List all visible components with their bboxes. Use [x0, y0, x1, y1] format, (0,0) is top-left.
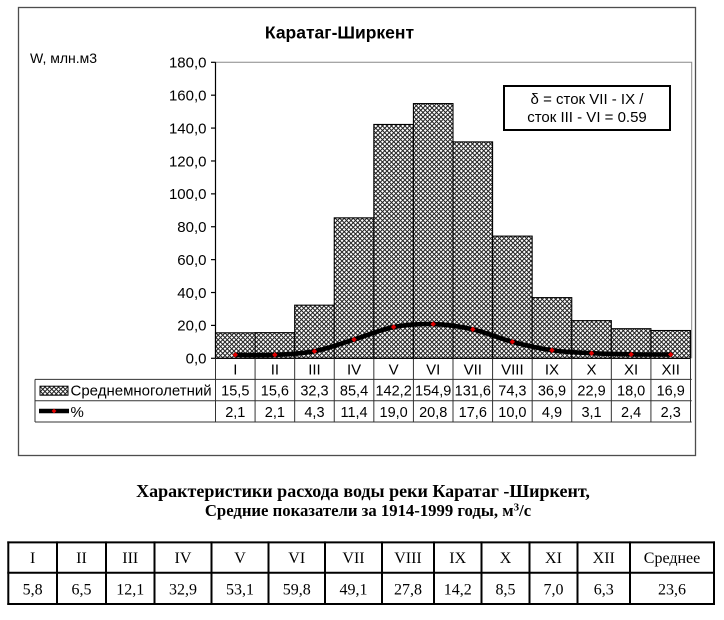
svg-text:V: V — [234, 550, 246, 567]
svg-text:I: I — [233, 361, 237, 378]
svg-text:X: X — [500, 550, 512, 567]
svg-text:7,0: 7,0 — [544, 582, 564, 599]
svg-text:IV: IV — [175, 550, 192, 567]
svg-text:100,0: 100,0 — [169, 186, 207, 203]
svg-text:IX: IX — [449, 550, 466, 567]
svg-text:I: I — [30, 550, 35, 567]
svg-text:IV: IV — [347, 361, 361, 378]
svg-text:18,0: 18,0 — [617, 384, 645, 400]
svg-text:32,9: 32,9 — [169, 582, 197, 599]
svg-text:74,3: 74,3 — [498, 384, 526, 400]
svg-text:40,0: 40,0 — [177, 285, 206, 302]
svg-text:53,1: 53,1 — [226, 582, 254, 599]
svg-text:131,6: 131,6 — [455, 384, 491, 400]
svg-text:VII: VII — [464, 361, 482, 378]
svg-text:X: X — [587, 361, 597, 378]
svg-text:180,0: 180,0 — [169, 55, 207, 72]
svg-text:III: III — [122, 550, 138, 567]
svg-text:49,1: 49,1 — [340, 582, 368, 599]
svg-text:II: II — [76, 550, 87, 567]
svg-text:160,0: 160,0 — [169, 87, 207, 104]
svg-text:V: V — [389, 361, 399, 378]
svg-text:8,5: 8,5 — [496, 582, 516, 599]
svg-text:%: % — [71, 404, 84, 421]
svg-text:60,0: 60,0 — [177, 252, 206, 269]
svg-text:6,3: 6,3 — [594, 582, 614, 599]
svg-text:Среднее: Среднее — [644, 550, 700, 567]
svg-text:120,0: 120,0 — [169, 153, 207, 170]
svg-text:20,8: 20,8 — [419, 405, 447, 421]
svg-text:142,2: 142,2 — [375, 384, 411, 400]
svg-text:140,0: 140,0 — [169, 120, 207, 137]
svg-text:XII: XII — [662, 361, 680, 378]
svg-text:10,0: 10,0 — [498, 405, 526, 421]
svg-text:2,1: 2,1 — [225, 405, 245, 421]
svg-text:32,3: 32,3 — [300, 384, 328, 400]
svg-text:2,1: 2,1 — [265, 405, 285, 421]
svg-text:VII: VII — [342, 550, 364, 567]
svg-text:0,0: 0,0 — [186, 351, 207, 368]
svg-text:II: II — [271, 361, 279, 378]
svg-text:VIII: VIII — [501, 361, 524, 378]
svg-text:17,6: 17,6 — [459, 405, 487, 421]
svg-text:δ = сток VII - IX /: δ = сток VII - IX / — [531, 91, 645, 108]
svg-text:XII: XII — [593, 550, 615, 567]
svg-text:154,9: 154,9 — [415, 384, 451, 400]
svg-text:IX: IX — [545, 361, 559, 378]
svg-text:23,6: 23,6 — [658, 582, 686, 599]
svg-text:6,5: 6,5 — [72, 582, 92, 599]
svg-text:Средние показатели за 1914-199: Средние показатели за 1914-1999 годы, м3… — [205, 501, 531, 520]
svg-text:4,3: 4,3 — [304, 405, 324, 421]
svg-text:Каратаг-Ширкент: Каратаг-Ширкент — [265, 23, 415, 43]
svg-text:36,9: 36,9 — [538, 384, 566, 400]
svg-text:VI: VI — [426, 361, 440, 378]
svg-text:11,4: 11,4 — [340, 405, 367, 421]
svg-text:VI: VI — [288, 550, 305, 567]
svg-text:XI: XI — [545, 550, 562, 567]
svg-text:19,0: 19,0 — [380, 405, 408, 421]
svg-text:15,6: 15,6 — [261, 384, 289, 400]
svg-text:12,1: 12,1 — [116, 582, 144, 599]
svg-text:59,8: 59,8 — [283, 582, 311, 599]
svg-text:5,8: 5,8 — [23, 582, 43, 599]
svg-text:III: III — [308, 361, 321, 378]
svg-text:27,8: 27,8 — [394, 582, 422, 599]
svg-text:Характеристики расхода воды ре: Характеристики расхода воды реки Каратаг… — [136, 481, 590, 501]
svg-text:80,0: 80,0 — [177, 219, 206, 236]
svg-text:85,4: 85,4 — [340, 384, 368, 400]
svg-text:W, млн.м3: W, млн.м3 — [30, 50, 97, 66]
svg-text:14,2: 14,2 — [444, 582, 472, 599]
svg-text:16,9: 16,9 — [657, 384, 685, 400]
svg-text:20,0: 20,0 — [177, 318, 206, 335]
svg-text:сток III - VI = 0.59: сток III - VI = 0.59 — [527, 109, 647, 126]
svg-text:15,5: 15,5 — [221, 384, 249, 400]
svg-text:4,9: 4,9 — [542, 405, 562, 421]
svg-text:22,9: 22,9 — [577, 384, 605, 400]
svg-text:2,4: 2,4 — [621, 405, 641, 421]
svg-text:VIII: VIII — [394, 550, 422, 567]
svg-text:XI: XI — [624, 361, 638, 378]
svg-text:2,3: 2,3 — [661, 405, 681, 421]
svg-text:Среднемноголетний: Среднемноголетний — [71, 383, 212, 400]
svg-text:3,1: 3,1 — [581, 405, 601, 421]
